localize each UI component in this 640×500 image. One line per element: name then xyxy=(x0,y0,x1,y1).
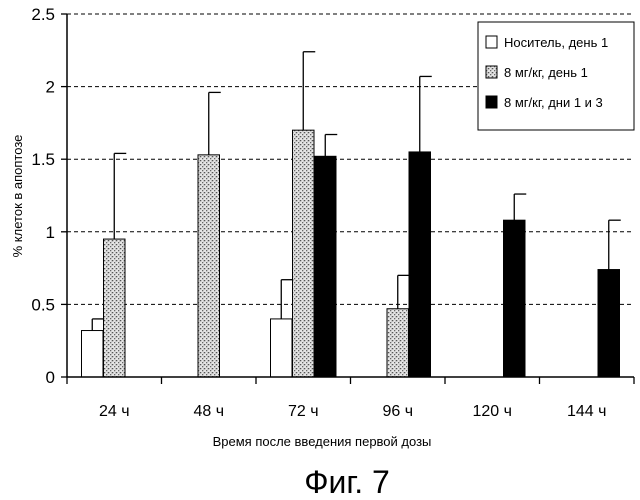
error-bar xyxy=(513,193,527,221)
x-tick-label: 144 ч xyxy=(567,403,606,420)
legend-swatch xyxy=(485,95,498,109)
y-tick-label: 0 xyxy=(46,368,55,387)
error-bars-group xyxy=(91,51,621,331)
bar xyxy=(197,154,220,378)
y-tick-label: 0.5 xyxy=(31,295,55,314)
legend-swatch xyxy=(485,35,498,49)
legend: Носитель, день 1 8 мг/кг, день 1 8 мг/кг, … xyxy=(477,21,635,131)
y-axis-label: % клеток в апоптозе xyxy=(10,135,25,258)
x-tick-label: 72 ч xyxy=(288,403,319,420)
x-tick-label: 24 ч xyxy=(99,403,130,420)
bar xyxy=(292,129,315,378)
bar xyxy=(386,308,409,378)
bar xyxy=(408,151,431,378)
y-tick-label: 1.5 xyxy=(31,150,55,169)
y-tick-label: 2.5 xyxy=(31,5,55,24)
x-axis-label: Время после введения первой дозы xyxy=(213,434,432,449)
error-bar xyxy=(91,318,105,331)
error-bar xyxy=(302,51,316,131)
x-tick-label: 120 ч xyxy=(473,403,512,420)
error-bar xyxy=(280,279,294,319)
figure-caption: Фиг. 7 xyxy=(304,464,390,500)
y-tick-labels: 0 0.5 1 1.5 2 2.5 xyxy=(31,5,67,387)
error-bar xyxy=(608,219,621,270)
bar xyxy=(314,155,337,378)
legend-box xyxy=(477,21,635,131)
y-tick-label: 1 xyxy=(46,223,55,242)
bars-group xyxy=(81,129,620,378)
legend-label: Носитель, день 1 xyxy=(504,35,608,50)
bar xyxy=(103,238,126,378)
error-bar xyxy=(324,133,338,157)
axes xyxy=(66,14,635,384)
legend-label: 8 мг/кг, дни 1 и 3 xyxy=(504,95,603,110)
x-tick-label: 96 ч xyxy=(382,403,413,420)
bar xyxy=(503,219,526,378)
legend-swatch xyxy=(485,65,498,79)
error-bar xyxy=(208,91,221,155)
error-bar xyxy=(113,152,127,240)
y-tick-label: 2 xyxy=(46,78,55,97)
legend-label: 8 мг/кг, день 1 xyxy=(504,65,588,80)
bar xyxy=(270,318,293,378)
x-tick-labels: 24 ч 48 ч 72 ч 96 ч 120 ч 144 ч xyxy=(99,403,607,420)
bar xyxy=(597,269,620,378)
error-bar xyxy=(397,274,410,309)
bar xyxy=(81,330,104,378)
error-bar xyxy=(419,75,432,152)
x-tick-label: 48 ч xyxy=(193,403,224,420)
